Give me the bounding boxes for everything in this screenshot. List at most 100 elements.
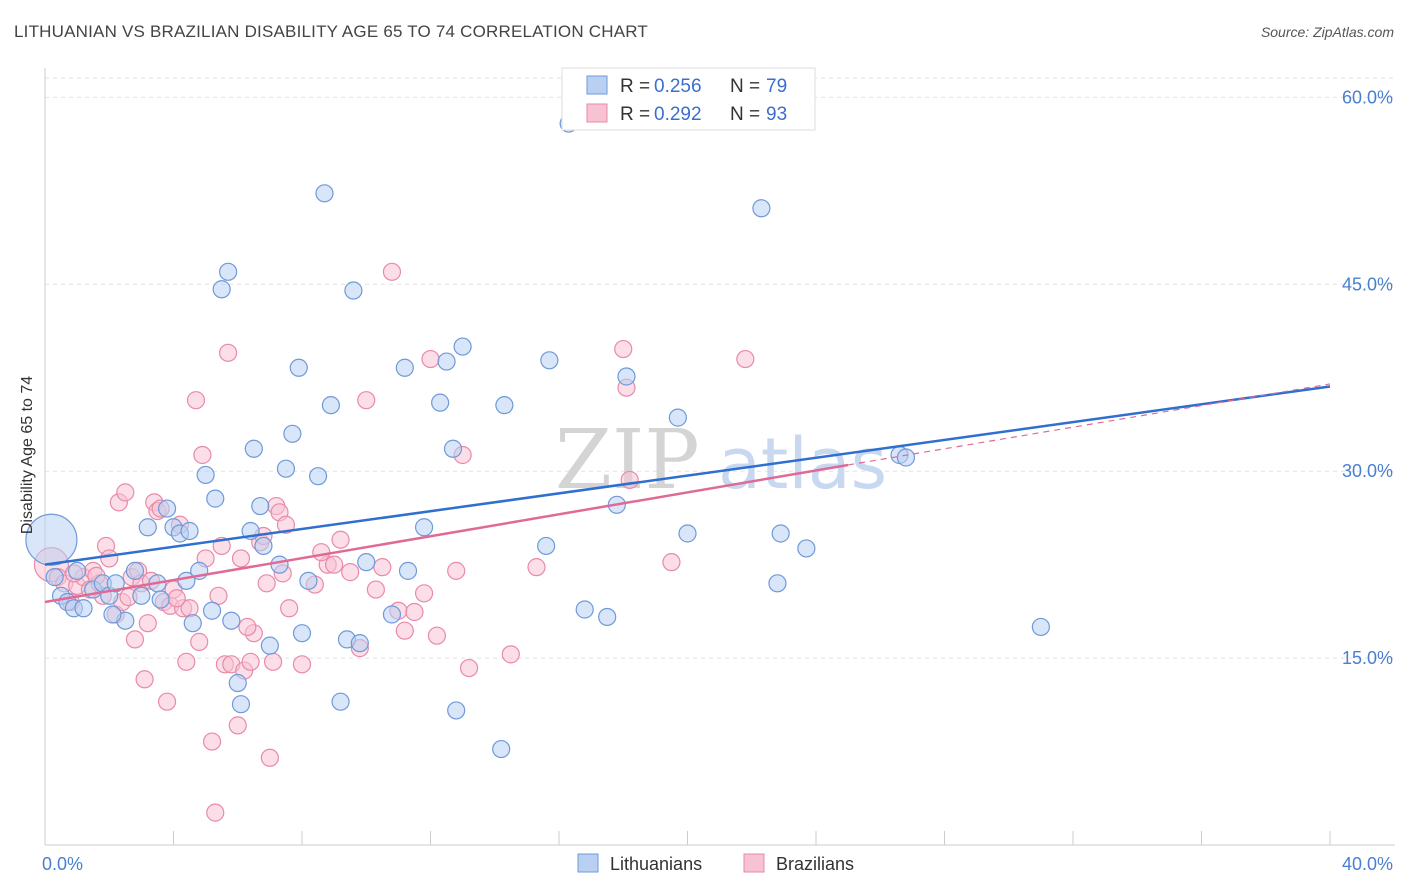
brazilian-point [186, 391, 206, 410]
lithuanian-point [495, 396, 514, 415]
lithuanian-point [138, 518, 157, 537]
lithuanian-point [344, 281, 363, 300]
brazilian-point [382, 262, 402, 281]
legend-top: R = 0.256 N = 79 R = 0.292 N = 93 [561, 67, 816, 131]
lithuanian-point [768, 574, 787, 593]
brazilian-point [257, 574, 276, 593]
legend-bottom-label-brazilians: Brazilians [776, 854, 854, 874]
lithuanian-point [270, 555, 289, 574]
legend-swatch-brazilians [586, 103, 608, 123]
lithuanian-point [678, 524, 697, 543]
lithuanian-point [447, 701, 466, 720]
brazilian-point [373, 558, 392, 577]
legend-bottom-swatch-lithuanians [577, 853, 599, 873]
lithuanian-point [251, 496, 270, 516]
lithuanian-point [382, 605, 402, 624]
lithuanian-point [254, 536, 273, 556]
brazilian-point [357, 391, 376, 410]
lithuanian-point [289, 358, 308, 377]
lithuanian-point [244, 439, 263, 458]
lithuanian-point [331, 692, 350, 711]
brazilian-point [527, 558, 546, 577]
lithuanian-point [183, 614, 202, 633]
y-tick-label: 30.0% [1342, 461, 1393, 481]
lithuanian-point [414, 518, 434, 537]
brazilian-point [312, 543, 331, 562]
brazilian-point [167, 589, 186, 608]
brazilian-point [177, 652, 196, 671]
lithuanian-point [45, 568, 64, 587]
brazilian-point [202, 732, 222, 751]
brazilian-point [427, 626, 447, 645]
brazilian-point [263, 652, 283, 671]
brazilian-point [614, 339, 633, 359]
lithuanian-point [321, 396, 341, 415]
lithuanian-point [132, 586, 151, 605]
lithuanian-point [617, 367, 636, 386]
brazilian-point [228, 716, 247, 735]
lithuanian-point [106, 574, 125, 593]
lithuanian-point [771, 524, 790, 543]
brazilian-point [125, 630, 145, 649]
brazilian-point [292, 655, 312, 674]
chart-title: LITHUANIAN VS BRAZILIAN DISABILITY AGE 6… [14, 22, 648, 41]
lithuanian-point [575, 600, 594, 619]
legend-n-value-brazilians: 93 [766, 104, 787, 125]
brazilian-point [190, 632, 209, 651]
lithuanian-point [752, 199, 771, 218]
y-axis-label: Disability Age 65 to 74 [19, 376, 36, 534]
lithuanian-point [196, 465, 215, 485]
brazilian-point [260, 748, 279, 767]
trend-layer [44, 383, 1331, 604]
lithuanian-point [1031, 617, 1050, 637]
x-tick-label: 0.0% [42, 854, 83, 874]
y-tick-label: 15.0% [1342, 648, 1393, 668]
lithuanian-point [437, 352, 456, 371]
lithuanian-point [492, 739, 511, 759]
lithuanian-point [797, 539, 816, 558]
lithuanian-point [431, 393, 450, 412]
lithuanian-point [350, 634, 369, 653]
lithuanian-point [395, 358, 414, 377]
legend-n-value-lithuanians: 79 [766, 76, 787, 97]
lithuanian-point [222, 611, 241, 630]
brazilian-point [325, 555, 344, 574]
legend-r-value-lithuanians: 0.256 [654, 76, 702, 97]
watermark: ZIP atlas [555, 413, 887, 508]
lithuanian-point [68, 561, 87, 580]
brazilian-point [280, 599, 299, 618]
brazilian-point [193, 445, 212, 465]
brazilian-point [414, 584, 434, 603]
y-tick-label: 45.0% [1342, 274, 1393, 294]
lithuanian-point [896, 448, 916, 467]
brazilian-point [620, 470, 639, 490]
lithuanian-point [540, 351, 559, 370]
brazilian-point [331, 530, 350, 549]
watermark-atlas: atlas [718, 423, 887, 505]
brazilian-point [116, 483, 135, 502]
legend-bottom-swatch-brazilians [743, 853, 765, 873]
brazilian-point [206, 803, 225, 822]
trend-extension-brazilians [848, 383, 1331, 466]
legend-n-label-brazilians: N = [730, 104, 760, 125]
lithuanian-point [598, 607, 617, 627]
brazilian-point [395, 621, 414, 640]
lithuanian-point [260, 636, 279, 655]
legend-r-label-brazilians: R = [620, 104, 650, 125]
lithuanian-point [228, 673, 247, 693]
brazilian-point [447, 561, 466, 580]
brazilian-point [405, 602, 424, 622]
legend-r-label-lithuanians: R = [620, 76, 650, 97]
lithuanian-point [125, 561, 145, 580]
lithuanian-point [283, 424, 302, 443]
brazilian-point [736, 349, 755, 369]
brazilian-point [138, 614, 157, 633]
lithuanian-point [202, 601, 222, 620]
legend-swatch-lithuanians [586, 75, 608, 95]
lithuanian-point [157, 499, 177, 518]
watermark-zip: ZIP [555, 413, 700, 508]
lithuanian-point [308, 467, 328, 486]
lithuanian-point [453, 337, 472, 356]
brazilian-point [209, 586, 228, 605]
